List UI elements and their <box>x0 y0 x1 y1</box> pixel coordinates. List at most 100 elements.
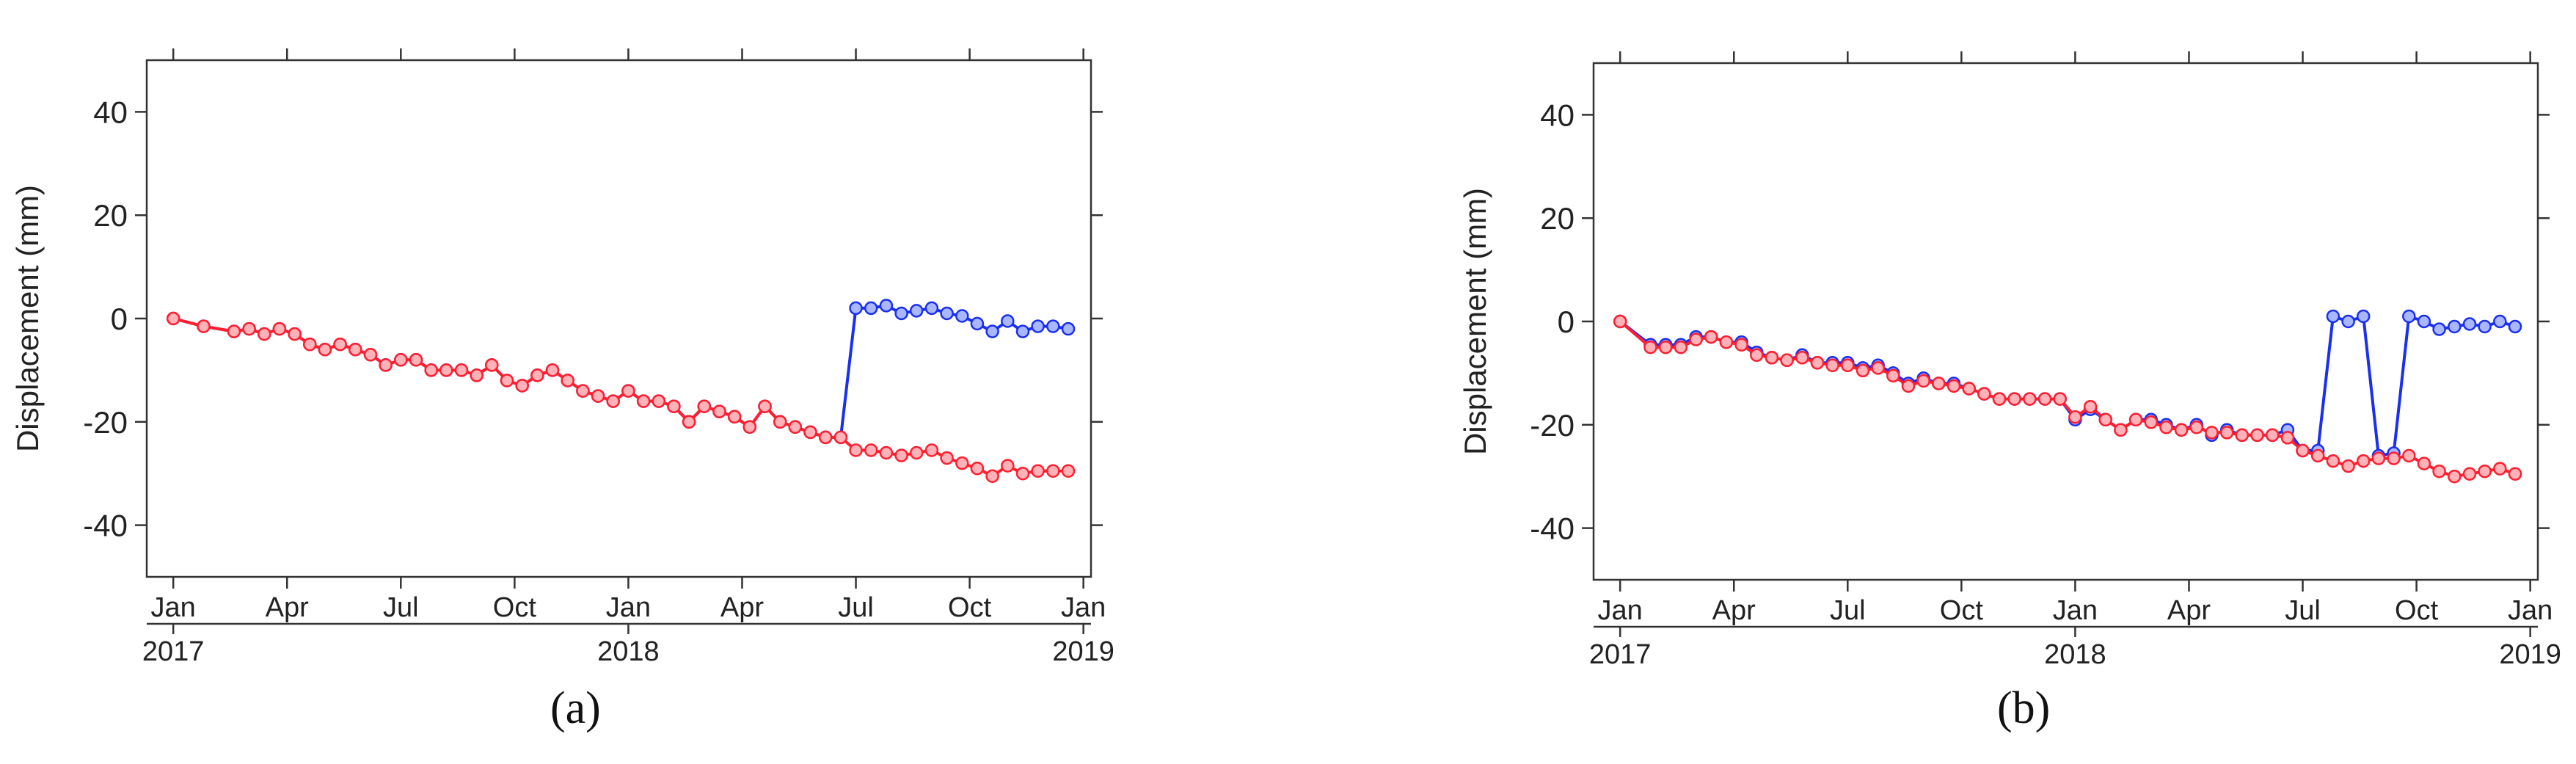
data-point-red <box>2174 423 2189 437</box>
data-point-blue <box>909 304 924 318</box>
series-line-blue <box>172 304 1069 439</box>
data-point-red <box>1932 376 1946 390</box>
y-tick-label: -40 <box>1530 512 1575 546</box>
y-tick-label: 40 <box>1540 98 1575 132</box>
data-point-blue <box>849 301 863 316</box>
data-point-red <box>2371 451 2386 465</box>
data-point-blue <box>2417 314 2431 329</box>
data-point-red <box>1658 340 1673 354</box>
data-point-red <box>652 394 666 408</box>
year-tick-label: 2018 <box>597 636 660 667</box>
x-tick-label: Jan <box>606 592 651 623</box>
data-point-red <box>955 456 969 470</box>
data-point-red <box>1015 466 1030 481</box>
data-point-red <box>864 443 878 457</box>
data-point-blue <box>894 306 908 321</box>
data-point-red <box>1962 382 1976 396</box>
data-point-red <box>1977 387 1991 401</box>
x-tick-label: Oct <box>1940 595 1984 626</box>
data-point-blue <box>1061 321 1076 336</box>
x-tick-label: Jul <box>383 592 419 623</box>
data-point-red <box>439 363 453 377</box>
data-point-red <box>242 321 256 336</box>
data-point-red <box>2478 464 2492 479</box>
data-point-blue <box>2508 319 2522 334</box>
y-tick-label: 0 <box>111 302 128 336</box>
data-point-red <box>530 368 544 382</box>
data-point-red <box>485 358 499 372</box>
data-point-red <box>849 443 863 457</box>
data-point-red <box>333 337 347 352</box>
data-point-blue <box>985 324 999 338</box>
data-point-red <box>2462 467 2477 481</box>
series-line-blue <box>1619 315 2516 457</box>
y-tick-label: 40 <box>93 95 128 129</box>
data-point-red <box>924 443 939 457</box>
data-point-red <box>2432 464 2446 479</box>
data-point-red <box>2326 454 2340 468</box>
data-point-red <box>940 451 954 465</box>
data-point-red <box>2417 456 2431 470</box>
data-point-red <box>454 363 469 377</box>
data-point-red <box>2280 431 2295 445</box>
data-point-red <box>2508 467 2522 481</box>
caption-a-text: (a) <box>550 683 601 733</box>
data-point-red <box>2310 448 2325 463</box>
data-point-red <box>788 420 803 434</box>
data-point-red <box>303 337 317 352</box>
x-tick-label: Apr <box>266 592 309 623</box>
data-point-red <box>288 327 302 341</box>
data-point-red <box>2219 426 2234 440</box>
data-point-blue <box>940 306 954 321</box>
data-point-blue <box>1046 319 1060 333</box>
data-point-red <box>1856 363 1870 378</box>
x-tick-label: Apr <box>1712 595 1756 626</box>
data-point-red <box>1001 459 1015 473</box>
data-point-red <box>576 384 590 398</box>
data-point-blue <box>879 299 894 313</box>
data-point-red <box>1916 374 1930 388</box>
data-point-red <box>1886 368 1900 383</box>
data-point-red <box>909 445 924 460</box>
data-point-red <box>2387 451 2401 465</box>
data-point-red <box>1946 379 1961 393</box>
data-point-red <box>1061 464 1076 478</box>
data-point-red <box>712 404 726 418</box>
data-point-red <box>1689 332 1703 346</box>
data-point-red <box>1750 348 1764 363</box>
data-point-red <box>424 363 438 377</box>
data-point-red <box>2023 392 2037 406</box>
x-tick-label: Oct <box>948 592 992 623</box>
x-tick-label: Jan <box>1061 592 1106 623</box>
y-tick-label: 20 <box>1540 201 1575 236</box>
data-point-red <box>2189 421 2204 434</box>
data-point-blue <box>2448 319 2462 334</box>
data-point-red <box>1795 351 1809 365</box>
data-point-blue <box>2493 314 2507 329</box>
data-point-red <box>1825 358 1839 373</box>
data-point-red <box>515 379 529 393</box>
data-point-blue <box>2462 317 2477 331</box>
data-point-red <box>2493 462 2507 476</box>
data-point-red <box>2296 443 2310 458</box>
data-point-red <box>833 430 848 445</box>
caption-b: (b) <box>1997 683 2050 735</box>
data-point-red <box>257 327 271 341</box>
data-point-red <box>2235 428 2250 443</box>
data-point-blue <box>2326 309 2340 324</box>
data-point-red <box>742 420 757 434</box>
data-point-red <box>2083 399 2098 414</box>
data-point-red <box>667 399 681 413</box>
data-point-blue <box>1031 319 1045 333</box>
data-point-red <box>636 394 651 408</box>
data-point-blue <box>924 301 939 316</box>
data-point-red <box>394 353 408 367</box>
data-point-red <box>318 342 332 357</box>
data-point-red <box>2402 448 2416 463</box>
data-point-red <box>1810 356 1825 370</box>
data-point-red <box>2448 469 2462 484</box>
data-point-blue <box>1015 324 1030 338</box>
x-tick-label: Oct <box>2395 595 2439 626</box>
year-tick-label: 2017 <box>1589 639 1652 670</box>
